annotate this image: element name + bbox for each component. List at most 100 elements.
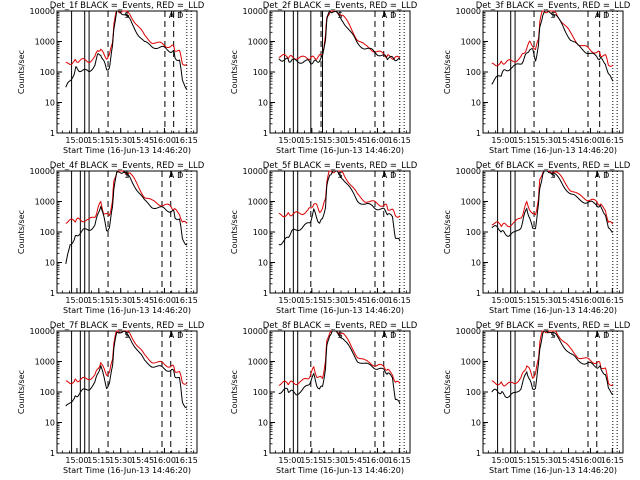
top-marker-label: S [337,11,342,20]
y-tick-label: 1 [476,449,481,458]
y-tick-label: 10 [258,419,268,428]
top-marker-label: A [169,11,175,20]
x-axis-label: Start Time (16-Jun-13 14:46:20) [489,466,617,475]
events-series-line [65,10,188,90]
y-tick-label: 10000 [243,167,268,176]
y-tick-label: 1 [476,289,481,298]
x-tick-label: 15:00 [491,456,514,465]
x-axis-label: Start Time (16-Jun-13 14:46:20) [489,306,617,315]
top-marker-label: A [595,11,601,20]
x-tick-label: 16:15 [601,296,624,305]
panel-title: Det_1f BLACK =_Events, RED =_LLD [50,1,205,11]
y-tick-label: 1000 [461,198,481,207]
chart-panel-3: Det_3f BLACK =_Events, RED =_LLD 1 10 100 10… [443,1,631,155]
events-series-line [278,330,401,405]
x-axis-label: Start Time (16-Jun-13 14:46:20) [63,466,191,475]
x-tick-label: 15:30 [535,296,558,305]
top-marker-label: A [382,11,388,20]
chart-panel-4: Det_4f BLACK =_Events, RED =_LLD 1 10 100 10… [17,161,205,315]
y-axis-label: Counts/sec [443,370,452,414]
x-tick-label: 16:15 [175,296,198,305]
y-tick-label: 10000 [243,7,268,16]
top-marker-label: A [169,171,175,180]
x-tick-label: 15:45 [131,136,154,145]
x-tick-label: 16:15 [601,456,624,465]
chart-panel-6: Det_6f BLACK =_Events, RED =_LLD 1 10 100 10… [443,161,631,315]
chart-panel-7: Det_7f BLACK =_Events, RED =_LLD 1 10 100 10… [17,321,205,475]
x-tick-label: 15:00 [65,456,88,465]
x-tick-label: 16:00 [366,296,389,305]
y-tick-label: 1 [50,449,55,458]
plot-frame [56,330,198,454]
x-axis-label: Start Time (16-Jun-13 14:46:20) [63,146,191,155]
y-tick-label: 1000 [35,358,55,367]
events-series-line [65,171,188,264]
x-tick-label: 15:00 [278,136,301,145]
x-axis-label: Start Time (16-Jun-13 14:46:20) [63,306,191,315]
y-tick-label: 10 [45,99,55,108]
top-marker-label: D [390,331,396,340]
y-tick-label: 100 [253,388,268,397]
lld-series-line [491,330,614,387]
y-tick-label: 1 [263,129,268,138]
x-tick-label: 16:15 [388,136,411,145]
x-tick-label: 15:45 [131,456,154,465]
x-tick-label: 15:45 [344,136,367,145]
top-marker-label: S [550,331,555,340]
x-axis-label: Start Time (16-Jun-13 14:46:20) [276,466,404,475]
x-tick-label: 15:15 [87,456,110,465]
y-tick-label: 10000 [456,327,481,336]
top-marker-label: A [595,331,601,340]
events-series-line [65,330,187,409]
y-axis-label: Counts/sec [230,210,239,254]
x-axis-label: Start Time (16-Jun-13 14:46:20) [276,146,404,155]
panel-title: Det_4f BLACK =_Events, RED =_LLD [50,161,205,171]
top-marker-label: D [177,171,183,180]
lld-series-line [278,170,401,218]
top-marker-label: D [603,171,609,180]
x-tick-label: 15:30 [322,136,345,145]
x-tick-label: 16:00 [153,296,176,305]
y-tick-label: 10 [258,259,268,268]
x-tick-label: 16:00 [579,456,602,465]
y-tick-label: 1000 [248,198,268,207]
x-tick-label: 16:00 [153,456,176,465]
y-axis-label: Counts/sec [443,210,452,254]
x-tick-label: 15:00 [491,136,514,145]
plot-frame [269,330,411,454]
panel-title: Det_6f BLACK =_Events, RED =_LLD [476,161,631,171]
chart-panel-8: Det_8f BLACK =_Events, RED =_LLD 1 10 100 10… [230,321,418,475]
x-axis-label: Start Time (16-Jun-13 14:46:20) [276,306,404,315]
x-tick-label: 16:00 [153,136,176,145]
x-tick-label: 15:15 [513,296,536,305]
y-tick-label: 1000 [35,198,55,207]
x-tick-label: 15:30 [109,296,132,305]
y-axis-label: Counts/sec [230,370,239,414]
y-tick-label: 100 [466,388,481,397]
x-tick-label: 16:15 [388,296,411,305]
x-tick-label: 15:30 [109,136,132,145]
top-marker-label: D [603,331,609,340]
events-series-line [491,10,614,85]
y-tick-label: 10000 [243,327,268,336]
top-marker-label: S [550,171,555,180]
x-axis-label: Start Time (16-Jun-13 14:46:20) [489,146,617,155]
x-tick-label: 15:45 [131,296,154,305]
y-tick-label: 1 [263,449,268,458]
top-marker-label: S [337,331,342,340]
lld-series-line [65,330,188,385]
y-tick-label: 1 [50,289,55,298]
y-tick-label: 1000 [35,38,55,47]
x-tick-label: 15:00 [65,296,88,305]
x-tick-label: 15:00 [65,136,88,145]
x-tick-label: 15:15 [87,136,110,145]
y-tick-label: 1000 [248,38,268,47]
y-tick-label: 100 [40,228,55,237]
x-tick-label: 15:45 [344,456,367,465]
y-axis-label: Counts/sec [230,50,239,94]
top-marker-label: D [390,11,396,20]
events-series-line [278,170,401,246]
x-tick-label: 16:00 [579,296,602,305]
y-tick-label: 10 [471,419,481,428]
